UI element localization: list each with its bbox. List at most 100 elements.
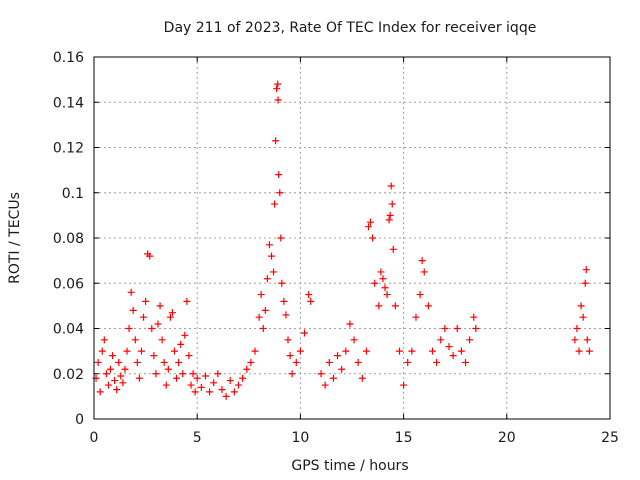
data-point: [581, 279, 589, 287]
data-point: [125, 325, 133, 332]
data-point: [214, 370, 222, 378]
data-point: [466, 336, 474, 344]
data-point: [98, 347, 106, 355]
data-point: [160, 358, 168, 366]
data-point: [181, 331, 189, 339]
data-point: [189, 370, 197, 378]
data-point: [146, 252, 154, 260]
y-tick-label: 0.02: [53, 367, 84, 383]
data-point: [164, 365, 172, 373]
data-point: [234, 381, 242, 389]
data-point: [342, 347, 350, 355]
y-tick-label: 0.12: [53, 141, 84, 157]
x-tick-label: 10: [291, 430, 309, 446]
data-point: [154, 320, 162, 328]
data-point: [362, 347, 370, 355]
data-point: [582, 266, 590, 274]
data-point: [117, 372, 125, 380]
y-tick-label: 0.16: [53, 50, 84, 66]
data-point: [111, 377, 119, 385]
data-point: [358, 374, 366, 382]
data-point: [573, 325, 581, 332]
data-point: [187, 381, 195, 389]
data-point: [121, 365, 129, 373]
data-point: [107, 365, 115, 373]
data-point: [395, 347, 403, 355]
data-point: [197, 383, 205, 391]
data-point: [152, 370, 160, 378]
data-point: [375, 302, 383, 310]
data-point: [386, 211, 394, 219]
data-point: [185, 352, 193, 360]
data-point: [288, 370, 296, 378]
data-point: [379, 275, 387, 283]
data-point: [338, 365, 346, 373]
data-point: [168, 309, 176, 317]
data-point: [170, 347, 178, 355]
data-point: [275, 171, 283, 179]
data-point: [307, 297, 315, 305]
data-point: [424, 302, 432, 310]
data-point: [282, 311, 290, 319]
data-point: [102, 370, 110, 378]
data-point: [263, 275, 271, 283]
data-point: [222, 392, 230, 400]
data-point: [251, 347, 259, 355]
data-point: [354, 358, 362, 366]
data-point: [334, 352, 342, 360]
data-point: [381, 284, 389, 292]
data-point: [391, 302, 399, 310]
data-point: [261, 306, 269, 314]
x-tick-label: 20: [498, 430, 516, 446]
data-point: [418, 257, 426, 265]
data-point: [148, 325, 156, 332]
data-point: [420, 268, 428, 276]
data-point: [100, 336, 108, 344]
data-point: [453, 325, 461, 332]
data-point: [94, 358, 102, 366]
data-point: [123, 347, 131, 355]
data-point: [206, 388, 214, 396]
x-tick-label: 0: [90, 430, 99, 446]
data-point: [247, 358, 255, 366]
data-point: [272, 137, 280, 145]
data-point: [133, 358, 141, 366]
data-point: [280, 297, 288, 305]
data-point: [284, 336, 292, 344]
data-point: [127, 288, 135, 296]
data-point: [276, 189, 284, 197]
data-point: [265, 241, 273, 249]
data-point: [259, 325, 267, 332]
y-tick-label: 0.1: [62, 186, 84, 202]
data-point: [437, 336, 445, 344]
data-point: [579, 313, 587, 321]
data-point: [292, 358, 300, 366]
axis-ticks: 0 5 10 15 20 25 0 0.02 0.04 0.06 0.08 0.1 0.12 0.14 0.…: [53, 50, 619, 446]
data-point: [470, 313, 478, 321]
data-point: [273, 85, 281, 93]
data-point: [140, 313, 148, 321]
data-point: [173, 374, 181, 382]
data-point: [408, 347, 416, 355]
data-point: [115, 358, 123, 366]
data-point: [142, 297, 150, 305]
data-point: [255, 313, 263, 321]
data-point: [428, 347, 436, 355]
data-point: [389, 245, 397, 253]
data-point: [109, 352, 117, 360]
data-point: [449, 352, 457, 360]
data-point: [175, 358, 183, 366]
data-point: [445, 343, 453, 351]
data-point: [301, 329, 309, 337]
data-point: [271, 200, 279, 208]
data-point: [158, 336, 166, 344]
data-point: [268, 252, 276, 260]
data-point: [585, 347, 593, 355]
data-point: [404, 358, 412, 366]
data-point: [166, 313, 174, 321]
data-point: [286, 352, 294, 360]
data-point: [243, 365, 251, 373]
y-axis-label: ROTI / TECUs: [7, 192, 23, 284]
data-point: [193, 374, 201, 382]
x-tick-label: 5: [193, 430, 202, 446]
